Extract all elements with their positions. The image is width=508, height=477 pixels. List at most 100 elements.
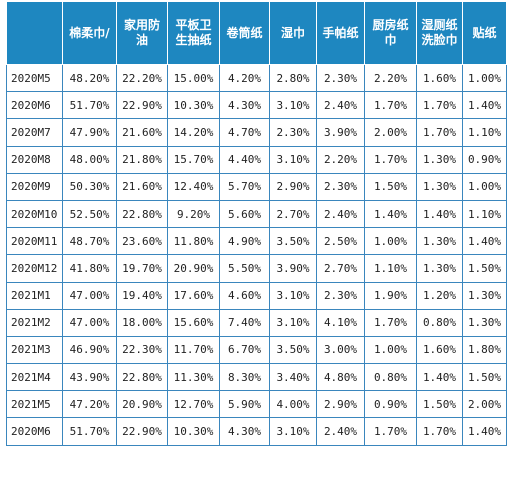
cell-handkerchief-paper: 2.90% [316,390,365,419]
cell-handkerchief-paper: 2.40% [316,199,365,229]
cell-flat-tissue: 12.40% [167,172,220,201]
cell-handkerchief-paper: 4.80% [316,363,365,392]
table-body: 2020M5 48.20% 22.20% 15.00% 4.20% 2.80% 2.30% 2… [6,63,507,446]
cell-handkerchief-paper: 4.10% [316,308,365,337]
cell-flat-tissue: 20.90% [167,254,220,283]
cell-wet-toilet-face-towel: 1.70% [416,417,463,446]
cell-wet-toilet-face-towel: 1.60% [416,63,463,93]
cell-sticker-paper: 1.10% [462,118,507,147]
cell-wet-toilet-face-towel: 1.70% [416,118,463,147]
cell-kitchen-towel: 1.70% [364,91,417,120]
cell-flat-tissue: 9.20% [167,199,220,229]
header-cell-oil-proof-paper: 家用防油 [116,1,168,65]
table-row: 2020M5 48.20% 22.20% 15.00% 4.20% 2.80% 2.30% 2… [6,63,507,93]
cell-wet-toilet-face-towel: 1.30% [416,254,463,283]
cell-soft-towel: 50.30% [62,172,117,201]
cell-flat-tissue: 11.30% [167,363,220,392]
cell-period: 2021M4 [6,363,63,392]
cell-period: 2020M7 [6,118,63,147]
table-row: 2021M3 46.90% 22.30% 11.70% 6.70% 3.50% 3.00% 1… [6,335,507,365]
cell-handkerchief-paper: 2.30% [316,172,365,201]
cell-period: 2021M3 [6,335,63,365]
cell-wet-toilet-face-towel: 1.70% [416,91,463,120]
cell-roll-paper: 4.60% [219,281,270,310]
cell-wet-wipes: 3.10% [269,281,317,310]
cell-oil-proof-paper: 21.80% [116,145,168,174]
cell-sticker-paper: 2.00% [462,390,507,419]
cell-oil-proof-paper: 22.20% [116,63,168,93]
cell-wet-toilet-face-towel: 1.30% [416,172,463,201]
cell-soft-towel: 47.90% [62,118,117,147]
cell-sticker-paper: 1.40% [462,91,507,120]
cell-kitchen-towel: 0.80% [364,363,417,392]
cell-oil-proof-paper: 23.60% [116,227,168,256]
cell-soft-towel: 52.50% [62,199,117,229]
cell-flat-tissue: 15.00% [167,63,220,93]
cell-handkerchief-paper: 2.30% [316,63,365,93]
cell-oil-proof-paper: 21.60% [116,172,168,201]
cell-roll-paper: 5.50% [219,254,270,283]
cell-wet-toilet-face-towel: 1.30% [416,227,463,256]
cell-period: 2020M9 [6,172,63,201]
table-row: 2021M5 47.20% 20.90% 12.70% 5.90% 4.00% 2.90% 0… [6,390,507,419]
cell-period: 2021M1 [6,281,63,310]
cell-kitchen-towel: 2.20% [364,63,417,93]
table-row: 2020M6 51.70% 22.90% 10.30% 4.30% 3.10% 2.40% 1… [6,91,507,120]
cell-roll-paper: 4.70% [219,118,270,147]
cell-soft-towel: 47.20% [62,390,117,419]
header-cell-handkerchief-paper: 手帕纸 [316,1,365,65]
cell-roll-paper: 5.70% [219,172,270,201]
header-cell-period [6,1,63,65]
cell-kitchen-towel: 1.10% [364,254,417,283]
table-row: 2020M8 48.00% 21.80% 15.70% 4.40% 3.10% 2.20% 1… [6,145,507,174]
cell-kitchen-towel: 0.90% [364,390,417,419]
cell-wet-wipes: 3.10% [269,145,317,174]
cell-kitchen-towel: 1.50% [364,172,417,201]
cell-soft-towel: 47.00% [62,281,117,310]
cell-handkerchief-paper: 2.30% [316,281,365,310]
cell-wet-wipes: 2.90% [269,172,317,201]
header-row: 棉柔巾/ 家用防油 平板卫生抽纸 卷筒纸 湿巾 手帕纸 厨房纸巾 湿厕纸洗脸巾 … [6,1,507,65]
header-cell-sticker-paper: 贴纸 [462,1,507,65]
header-cell-soft-towel: 棉柔巾/ [62,1,117,65]
cell-handkerchief-paper: 2.40% [316,417,365,446]
cell-sticker-paper: 1.80% [462,335,507,365]
cell-period: 2020M6 [6,417,63,446]
cell-sticker-paper: 1.40% [462,227,507,256]
cell-oil-proof-paper: 22.80% [116,363,168,392]
cell-soft-towel: 46.90% [62,335,117,365]
cell-soft-towel: 51.70% [62,417,117,446]
cell-flat-tissue: 14.20% [167,118,220,147]
cell-period: 2020M6 [6,91,63,120]
table-row: 2020M10 52.50% 22.80% 9.20% 5.60% 2.70% 2.40% 1… [6,199,507,229]
cell-sticker-paper: 1.40% [462,417,507,446]
cell-flat-tissue: 10.30% [167,91,220,120]
cell-handkerchief-paper: 3.90% [316,118,365,147]
cell-oil-proof-paper: 22.30% [116,335,168,365]
cell-kitchen-towel: 1.70% [364,308,417,337]
market-share-table: 棉柔巾/ 家用防油 平板卫生抽纸 卷筒纸 湿巾 手帕纸 厨房纸巾 湿厕纸洗脸巾 … [6,1,507,446]
cell-wet-toilet-face-towel: 1.60% [416,335,463,365]
data-table-container: 棉柔巾/ 家用防油 平板卫生抽纸 卷筒纸 湿巾 手帕纸 厨房纸巾 湿厕纸洗脸巾 … [6,1,507,446]
cell-flat-tissue: 17.60% [167,281,220,310]
header-cell-wet-toilet-face-towel: 湿厕纸洗脸巾 [416,1,463,65]
cell-roll-paper: 5.90% [219,390,270,419]
cell-sticker-paper: 1.00% [462,172,507,201]
cell-soft-towel: 47.00% [62,308,117,337]
cell-wet-toilet-face-towel: 1.40% [416,363,463,392]
table-row: 2020M7 47.90% 21.60% 14.20% 4.70% 2.30% 3.90% 2… [6,118,507,147]
header-cell-flat-tissue: 平板卫生抽纸 [167,1,220,65]
cell-soft-towel: 48.20% [62,63,117,93]
cell-sticker-paper: 1.10% [462,199,507,229]
cell-handkerchief-paper: 2.20% [316,145,365,174]
table-row: 2021M4 43.90% 22.80% 11.30% 8.30% 3.40% 4.80% 0… [6,363,507,392]
cell-period: 2020M11 [6,227,63,256]
cell-oil-proof-paper: 22.90% [116,91,168,120]
table-row: 2021M2 47.00% 18.00% 15.60% 7.40% 3.10% 4.10% 1… [6,308,507,337]
cell-handkerchief-paper: 3.00% [316,335,365,365]
cell-kitchen-towel: 1.70% [364,417,417,446]
cell-kitchen-towel: 1.90% [364,281,417,310]
cell-kitchen-towel: 1.40% [364,199,417,229]
table-row: 2020M11 48.70% 23.60% 11.80% 4.90% 3.50% 2.50%… [6,227,507,256]
cell-period: 2021M5 [6,390,63,419]
